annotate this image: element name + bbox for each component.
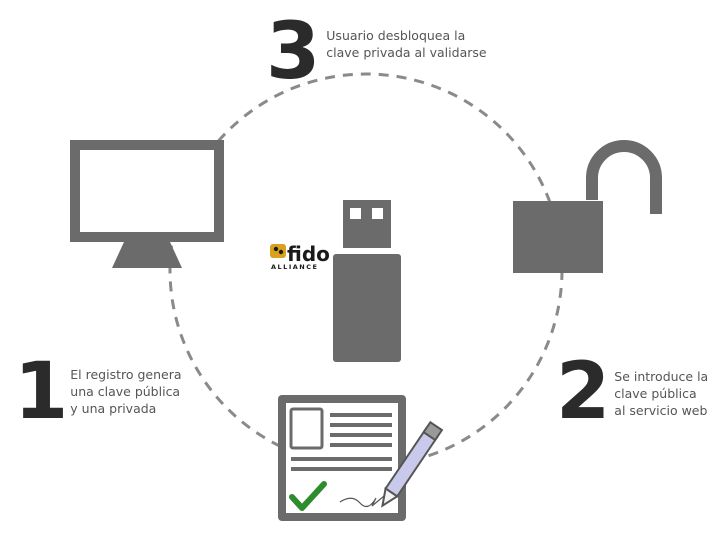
pencil-icon	[381, 420, 444, 508]
signed-document-icon	[278, 395, 406, 521]
step-2-line-2: clave pública	[614, 386, 697, 401]
step-2-caption: Se introduce la clave pública al servici…	[614, 368, 708, 419]
step-1-line-1: El registro genera	[70, 367, 182, 382]
step-2-line-3: al servicio web	[614, 403, 708, 418]
step-2-line-1: Se introduce la	[614, 369, 709, 384]
step-1-number: 1	[14, 347, 68, 437]
step-2-number: 2	[556, 347, 610, 437]
fido-logo-subtitle: ALLIANCE	[271, 263, 318, 271]
step-3-line-1: Usuario desbloquea la	[326, 28, 466, 43]
step-1-line-3: y una privada	[70, 401, 157, 416]
step-1-line-2: una clave pública	[70, 384, 181, 399]
step-3-caption: Usuario desbloquea la clave privada al v…	[326, 27, 486, 61]
fido-logo-word: fido	[287, 242, 330, 266]
signature-scribble	[339, 495, 385, 508]
monitor-icon	[70, 140, 224, 268]
step-3-number: 3	[266, 7, 320, 97]
step-2: 2 Se introduce la clave pública al servi…	[556, 347, 708, 437]
usb-security-key-icon	[333, 200, 401, 362]
checkmark-icon	[289, 481, 327, 511]
step-3-line-2: clave privada al validarse	[326, 45, 487, 60]
step-1-caption: El registro genera una clave pública y u…	[70, 366, 181, 417]
fido-alliance-logo: fido ALLIANCE	[270, 242, 330, 271]
unlocked-padlock-icon	[513, 140, 662, 273]
step-1: 1 El registro genera una clave pública y…	[14, 347, 182, 437]
step-3: 3 Usuario desbloquea la clave privada al…	[266, 7, 487, 97]
